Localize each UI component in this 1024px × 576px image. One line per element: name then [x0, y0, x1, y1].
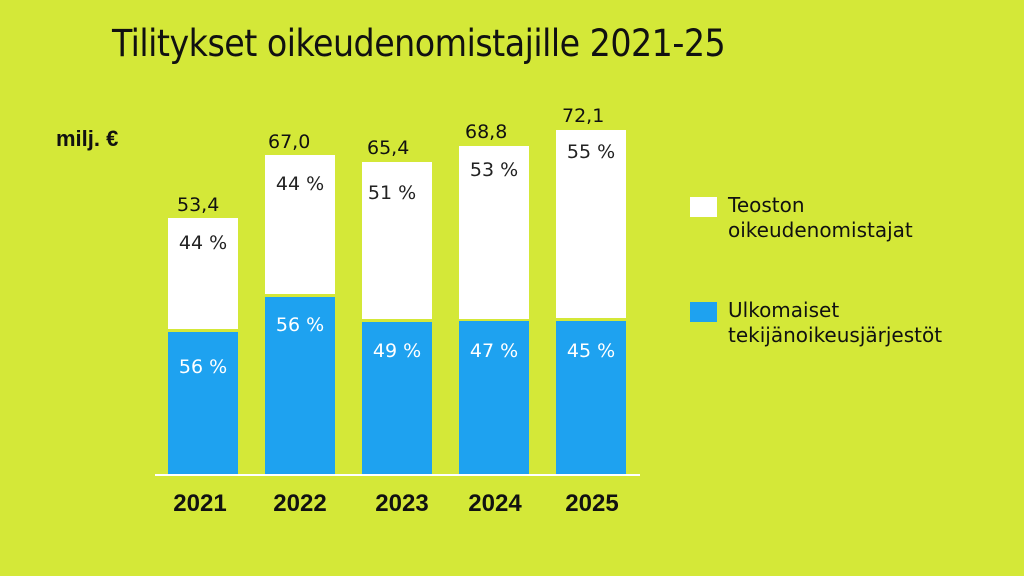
- x-tick-2025: 2025: [565, 490, 619, 517]
- legend-label-teosto: Teoston oikeudenomistajat: [728, 193, 913, 243]
- x-tick-2021: 2021: [173, 490, 227, 517]
- bar-segment-teosto-2025: [556, 130, 626, 318]
- total-label-2025: 72,1: [562, 105, 605, 127]
- legend-item-teosto: Teoston oikeudenomistajat: [690, 193, 913, 243]
- bar-segment-teosto-2022: [265, 155, 335, 294]
- x-tick-2022: 2022: [273, 490, 327, 517]
- pct-label-teosto-2024: 53 %: [469, 159, 519, 181]
- pct-label-ulkomaiset-2021: 56 %: [178, 356, 228, 378]
- legend-label-line1: Ulkomaiset: [728, 298, 840, 322]
- legend-label-line2: tekijänoikeusjärjestöt: [728, 323, 943, 347]
- chart-title: Tilitykset oikeudenomistajille 2021-25: [112, 22, 726, 65]
- pct-label-teosto-2021: 44 %: [178, 232, 228, 254]
- bar-segment-ulkomaiset-2025: [556, 321, 626, 474]
- bar-segment-teosto-2024: [459, 146, 529, 319]
- legend-label-ulkomaiset: Ulkomaiset tekijänoikeusjärjestöt: [728, 298, 942, 348]
- x-tick-2024: 2024: [468, 490, 522, 517]
- total-label-2023: 65,4: [367, 137, 410, 159]
- x-tick-2023: 2023: [375, 490, 429, 517]
- bar-segment-ulkomaiset-2024: [459, 321, 529, 474]
- legend-swatch-blue: [690, 302, 717, 322]
- pct-label-ulkomaiset-2023: 49 %: [372, 340, 422, 362]
- y-axis-unit-label: milj. €: [56, 126, 119, 151]
- total-label-2022: 67,0: [268, 131, 311, 153]
- x-axis-line: [155, 474, 640, 476]
- total-label-2024: 68,8: [465, 121, 508, 143]
- bar-segment-teosto-2021: [168, 218, 238, 329]
- pct-label-ulkomaiset-2024: 47 %: [469, 340, 519, 362]
- pct-label-ulkomaiset-2025: 45 %: [566, 340, 616, 362]
- bar-segment-ulkomaiset-2023: [362, 322, 432, 474]
- pct-label-ulkomaiset-2022: 56 %: [275, 314, 325, 336]
- legend-label-line2: oikeudenomistajat: [728, 218, 913, 242]
- bar-segment-teosto-2023: [362, 162, 432, 319]
- legend-swatch-white: [690, 197, 717, 217]
- pct-label-teosto-2025: 55 %: [566, 141, 616, 163]
- bar-segment-ulkomaiset-2021: [168, 332, 238, 474]
- legend-item-ulkomaiset: Ulkomaiset tekijänoikeusjärjestöt: [690, 298, 942, 348]
- bar-segment-ulkomaiset-2022: [265, 297, 335, 474]
- pct-label-teosto-2022: 44 %: [275, 173, 325, 195]
- legend-label-line1: Teoston: [728, 193, 805, 217]
- total-label-2021: 53,4: [177, 194, 220, 216]
- pct-label-teosto-2023: 51 %: [367, 182, 417, 204]
